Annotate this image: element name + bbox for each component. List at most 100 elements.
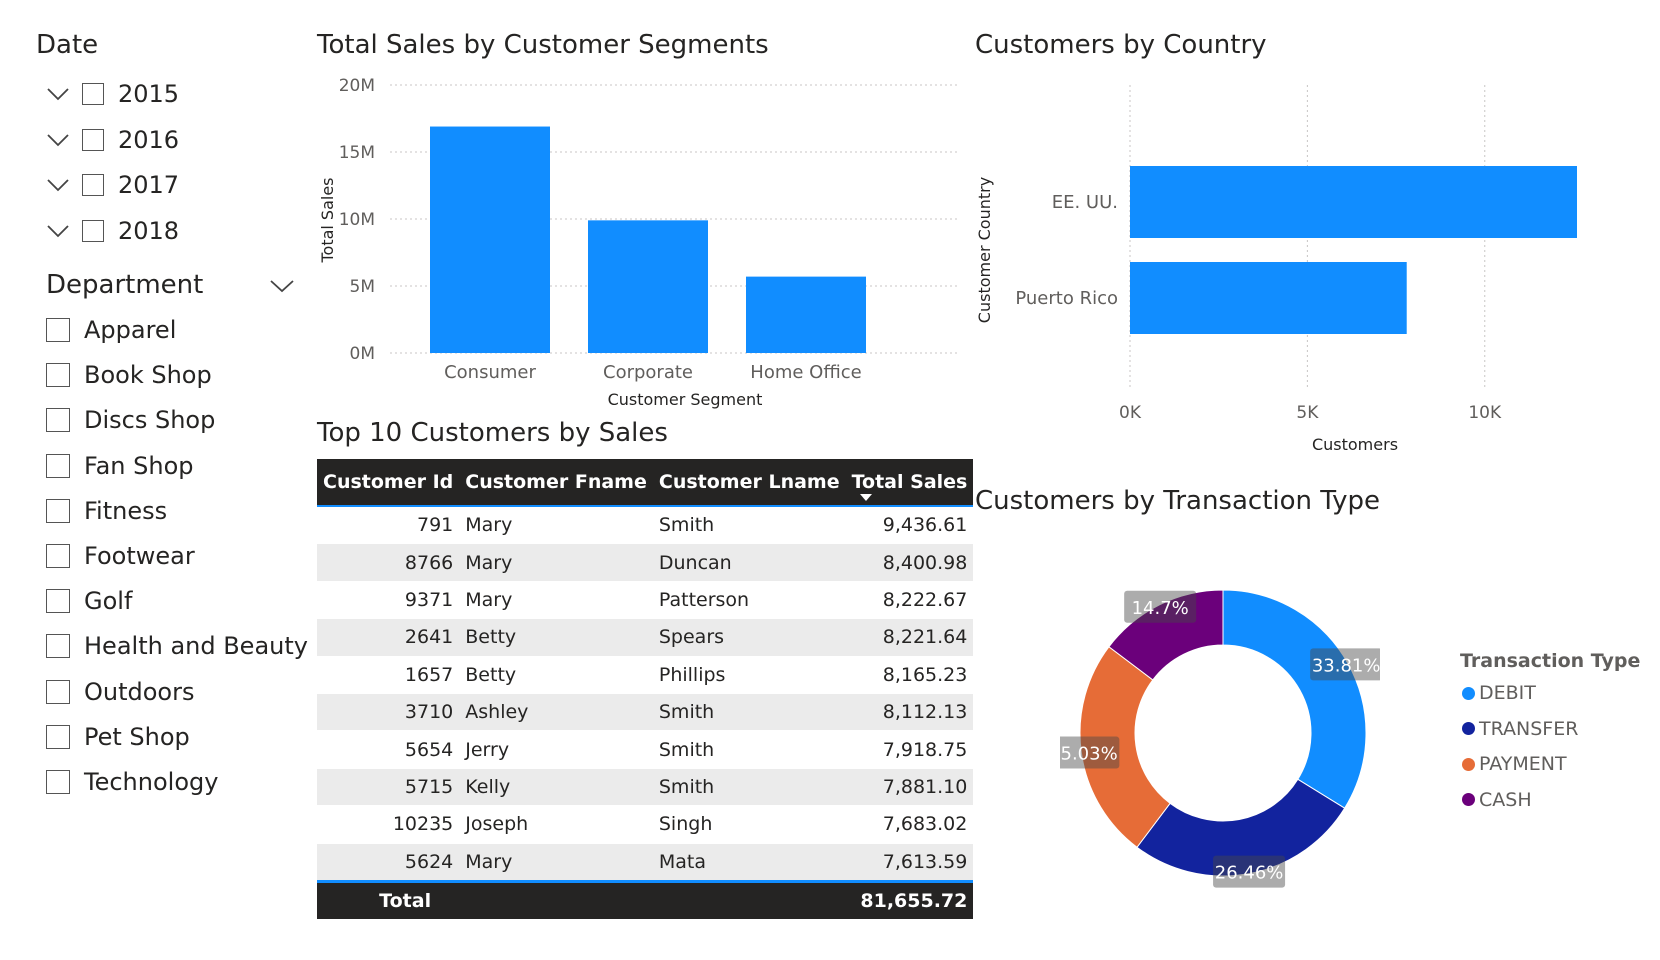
department-slicer-toggle[interactable] <box>269 276 295 296</box>
col-customer-fname[interactable]: Customer Fname <box>459 459 653 505</box>
transaction-chart-title: Customers by Transaction Type <box>975 486 1380 516</box>
x-tick-label: 5K <box>1296 403 1319 423</box>
slice-label-text: 26.46% <box>1215 863 1284 884</box>
y-axis-title: Total Sales <box>318 177 337 263</box>
bar-home-office[interactable] <box>746 276 866 353</box>
department-label: Health and Beauty <box>84 632 308 661</box>
department-checkbox[interactable] <box>46 408 70 433</box>
department-slicer-title: Department <box>46 270 204 300</box>
department-label: Outdoors <box>84 677 195 706</box>
slice-payment[interactable] <box>1079 646 1171 848</box>
cell-total-sales: 8,165.23 <box>845 656 974 694</box>
x-tick-label: Home Office <box>750 362 861 383</box>
department-checkbox[interactable] <box>46 498 70 523</box>
year-checkbox[interactable] <box>82 128 104 151</box>
sort-desc-icon <box>859 494 872 501</box>
country-chart-title: Customers by Country <box>975 30 1267 60</box>
department-fan-shop[interactable]: Fan Shop <box>46 452 194 480</box>
year-2016[interactable]: 2016 <box>46 126 179 154</box>
legend-item-payment[interactable]: PAYMENT <box>1462 753 1567 775</box>
bar-ee-uu[interactable] <box>1130 166 1577 238</box>
year-checkbox[interactable] <box>82 83 104 105</box>
total-label: Total <box>317 879 460 919</box>
department-checkbox[interactable] <box>46 770 70 794</box>
department-label: Discs Shop <box>84 406 216 435</box>
department-fitness[interactable]: Fitness <box>46 497 167 525</box>
table-row[interactable]: 3710 Ashley Smith 8,112.13 <box>317 693 974 732</box>
department-checkbox[interactable] <box>46 453 70 478</box>
bar-corporate[interactable] <box>588 220 708 353</box>
year-2015[interactable]: 2015 <box>46 80 179 108</box>
cell-customer-fname: Betty <box>459 656 653 694</box>
year-checkbox[interactable] <box>82 219 104 242</box>
legend-item-debit[interactable]: DEBIT <box>1462 682 1536 704</box>
cell-customer-fname: Mary <box>459 581 653 620</box>
department-outdoors[interactable]: Outdoors <box>46 678 194 706</box>
slice-label-text: 25.03% <box>1060 744 1118 765</box>
table-row[interactable]: 8766 Mary Duncan 8,400.98 <box>317 543 974 582</box>
legend-item-cash[interactable]: CASH <box>1462 789 1532 811</box>
department-checkbox[interactable] <box>46 679 70 704</box>
table-row[interactable]: 10235 Joseph Singh 7,683.02 <box>317 805 974 844</box>
cell-customer-lname: Smith <box>652 768 846 807</box>
department-health-and-beauty[interactable]: Health and Beauty <box>46 632 308 660</box>
year-2018[interactable]: 2018 <box>46 217 179 245</box>
cell-customer-fname: Kelly <box>459 768 653 807</box>
table-row[interactable]: 1657 Betty Phillips 8,165.23 <box>317 656 974 694</box>
chevron-down-icon[interactable] <box>46 220 69 242</box>
x-tick-label: Corporate <box>603 362 693 383</box>
department-label: Fitness <box>84 496 168 525</box>
cell-total-sales: 8,221.64 <box>845 618 974 657</box>
year-checkbox[interactable] <box>82 174 104 196</box>
department-footwear[interactable]: Footwear <box>46 542 195 570</box>
department-checkbox[interactable] <box>46 724 70 749</box>
chevron-down-icon[interactable] <box>46 174 69 196</box>
slice-cash[interactable] <box>1108 589 1224 681</box>
cell-customer-fname: Joseph <box>459 805 653 844</box>
department-technology[interactable]: Technology <box>46 768 218 796</box>
col-customer-id[interactable]: Customer Id <box>317 459 460 505</box>
slice-label-bg <box>1213 855 1286 888</box>
department-discs-shop[interactable]: Discs Shop <box>46 406 215 434</box>
cell-customer-lname: Smith <box>652 693 846 732</box>
col-customer-lname[interactable]: Customer Lname <box>652 459 846 505</box>
date-slicer-title: Date <box>36 30 99 60</box>
slice-label-text: 14.7% <box>1132 598 1189 619</box>
department-checkbox[interactable] <box>46 544 70 568</box>
table-total-row: Total 81,655.72 <box>317 879 974 919</box>
table-row[interactable]: 9371 Mary Patterson 8,222.67 <box>317 581 974 620</box>
slice-transfer[interactable] <box>1136 778 1346 877</box>
bar-consumer[interactable] <box>430 126 550 353</box>
table-row[interactable]: 5654 Jerry Smith 7,918.75 <box>317 730 974 769</box>
country-bar-chart: 0K 5K 10K EE. UU. Puerto Rico Customers Custom… <box>975 85 1577 454</box>
department-apparel[interactable]: Apparel <box>46 316 176 344</box>
year-label: 2015 <box>118 80 180 108</box>
department-checkbox[interactable] <box>46 318 70 342</box>
y-tick-label: 0M <box>350 344 375 364</box>
chevron-down-icon[interactable] <box>46 129 69 151</box>
cell-total-sales: 7,918.75 <box>845 730 974 769</box>
cell-customer-lname: Smith <box>652 730 846 769</box>
slice-debit[interactable] <box>1222 589 1367 809</box>
chevron-down-icon[interactable] <box>46 83 69 105</box>
department-checkbox[interactable] <box>46 363 70 388</box>
table-row[interactable]: 5624 Mary Mata 7,613.59 <box>317 843 974 882</box>
table-row[interactable]: 791 Mary Smith 9,436.61 <box>317 507 974 545</box>
segments-chart-title: Total Sales by Customer Segments <box>317 30 769 60</box>
department-golf[interactable]: Golf <box>46 587 132 615</box>
year-2017[interactable]: 2017 <box>46 171 179 199</box>
y-tick-label: 5M <box>350 277 375 297</box>
slice-label-debit: 33.81% <box>1310 648 1380 681</box>
col-total-sales[interactable]: Total Sales <box>845 459 974 505</box>
table-row[interactable]: 2641 Betty Spears 8,221.64 <box>317 618 974 657</box>
legend-dot-icon <box>1462 686 1475 700</box>
legend-item-transfer[interactable]: TRANSFER <box>1462 718 1578 740</box>
department-book-shop[interactable]: Book Shop <box>46 361 212 389</box>
bar-puerto-rico[interactable] <box>1130 262 1407 334</box>
y-tick-label: EE. UU. <box>1052 192 1118 213</box>
department-pet-shop[interactable]: Pet Shop <box>46 723 190 751</box>
cell-customer-fname: Mary <box>459 507 653 545</box>
table-row[interactable]: 5715 Kelly Smith 7,881.10 <box>317 768 974 807</box>
department-checkbox[interactable] <box>46 634 70 659</box>
department-checkbox[interactable] <box>46 589 70 614</box>
